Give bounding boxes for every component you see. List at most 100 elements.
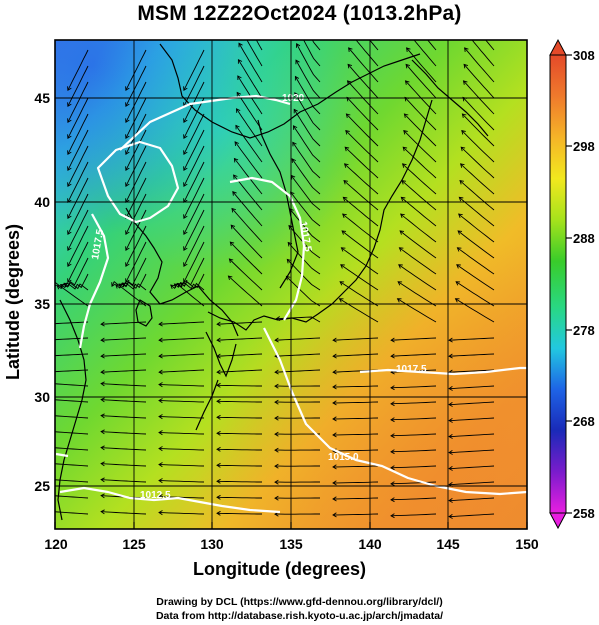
streamline [406,47,437,83]
streamline-arrowhead [332,353,337,359]
streamline-arrowhead [403,113,409,119]
streamline-arrowhead [348,47,353,52]
streamline-arrowhead [234,141,239,146]
x-tick-label: 135 [279,536,303,552]
streamline-arrowhead [407,32,411,36]
streamline [397,281,437,307]
streamline [449,497,495,502]
streamline [390,481,437,485]
streamline-arrowhead [332,400,337,406]
streamline [101,447,147,451]
streamline [55,463,89,467]
streamline [291,158,321,195]
x-tick-label: 140 [358,536,382,552]
streamline-arrowhead [448,514,453,519]
streamline-arrowhead [67,150,72,155]
colorbar-tick-label: 298 [573,139,595,154]
streamline-arrowhead [463,63,469,69]
streamline-arrowhead [448,450,453,455]
streamline-arrowhead [390,337,395,343]
streamline-arrowhead [457,230,463,235]
streamline [344,146,379,179]
streamline-arrowhead [125,262,130,267]
streamline [460,146,495,179]
streamline-arrowhead [125,150,130,155]
streamline-arrowhead [230,224,236,230]
streamline [332,433,379,436]
y-axis-label: Latitude (degrees) [3,223,23,380]
streamline [236,108,263,147]
streamline [217,337,263,341]
streamline-arrowhead [343,180,348,185]
streamline-arrowhead [43,413,47,417]
streamline-arrowhead [125,278,130,283]
streamline-arrowhead [274,431,279,437]
streamline-arrowhead [100,493,105,499]
streamline-arrowhead [125,134,130,139]
streamline [275,353,321,357]
streamline [67,209,89,251]
streamline [101,463,147,467]
colorbar-scale [549,54,567,514]
streamline [67,49,89,91]
streamline-arrowhead [43,338,47,342]
streamline-arrowhead [341,230,347,235]
lat-lon-grid [55,40,527,529]
streamline [55,369,89,373]
streamline-arrowhead [237,58,243,64]
streamline [158,448,205,451]
streamline [158,384,205,387]
streamline [344,163,379,195]
streamline [456,264,495,291]
streamline-arrowhead [332,496,337,502]
streamline [217,353,263,357]
streamline [390,497,437,501]
streamline-arrowhead [67,278,72,283]
streamline [390,513,437,517]
streamline [216,512,262,515]
streamline-arrowhead [183,166,188,171]
streamline [290,191,321,227]
streamline-arrowhead [455,281,461,286]
streamline [236,92,263,131]
streamline [404,97,437,131]
streamline-arrowhead [398,264,403,269]
streamline [295,76,321,115]
streamline-arrowhead [100,369,105,375]
streamline-arrowhead [346,80,352,85]
streamline [398,264,437,291]
streamline-arrowhead [274,399,279,405]
streamline [125,65,147,107]
streamline-arrowhead [465,32,469,36]
streamline-arrowhead [456,264,461,269]
streamline-arrowhead [240,27,244,31]
streamline-arrowhead [111,282,116,287]
isobar-label: 1015.0 [328,452,359,463]
streamline [391,353,437,357]
streamline-arrowhead [158,321,163,327]
streamline [311,40,321,51]
streamline-arrowhead [100,477,105,483]
streamline-arrowhead [350,15,354,19]
streamline [216,448,262,451]
streamline-arrowhead [67,118,72,123]
streamline [369,40,379,51]
streamline-arrowhead [397,281,403,286]
isobar-label: 1017.5 [90,228,106,260]
streamline [55,511,89,515]
streamline-arrowhead [216,337,221,343]
streamline [332,417,379,420]
streamline-arrowhead [43,322,47,326]
streamline-arrowhead [274,369,279,375]
streamline-arrowhead [448,434,453,439]
streamline [216,416,262,419]
streamline-arrowhead [294,75,300,81]
streamline [234,158,263,195]
colorbar-tick-label: 258 [573,506,595,521]
streamline [455,281,495,307]
streamline-arrowhead [274,383,279,389]
streamline-arrowhead [460,146,466,152]
streamline-arrowhead [100,413,105,419]
streamline-arrowhead [237,75,242,81]
streamline-arrowhead [231,207,236,213]
